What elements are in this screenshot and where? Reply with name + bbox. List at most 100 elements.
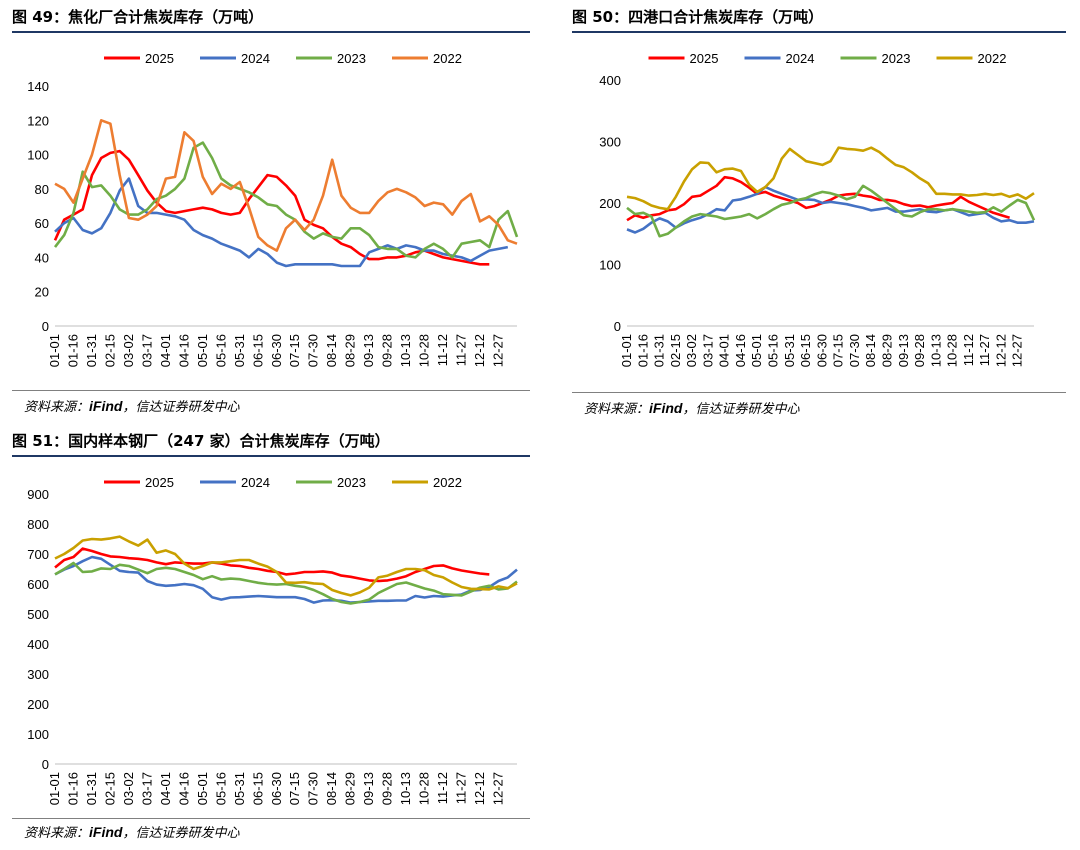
y-tick-label: 700 [27,547,49,562]
x-tick-label: 05-16 [766,334,781,367]
x-tick-label: 09-28 [380,772,395,805]
x-tick-label: 12-12 [993,334,1008,367]
x-tick-label: 05-31 [232,772,247,805]
legend-item-2022: 2022 [936,51,1007,66]
y-tick-label: 800 [27,517,49,532]
x-tick-label: 08-29 [343,334,358,367]
x-tick-label: 05-31 [232,334,247,367]
y-tick-label: 600 [27,577,49,592]
series-line-2025 [626,175,1010,222]
figure-50-panel: 图 50：四港口合计焦炭库存（万吨） 0 100 200 300 400 01-01 01-… [572,6,1066,418]
legend-label: 2025 [690,51,719,66]
legend-item-2025: 2025 [104,475,174,490]
source-label: 资料来源： [24,826,90,841]
figure-49-chart: 0 20 40 60 80 100 120 140 01-01 01-16 01-31 02-15 03… [27,51,519,367]
x-tick-label: 10-13 [398,772,413,805]
legend-label: 2022 [978,51,1007,66]
x-tick-label: 04-16 [176,334,191,367]
x-tick-label: 07-30 [306,772,321,805]
x-tick-label: 08-29 [343,772,358,805]
legend-label: 2023 [337,51,366,66]
legend-label: 2023 [337,475,366,490]
source-provider: iFind [649,400,683,416]
figure-51-panel: 图 51：国内样本钢厂（247 家）合计焦炭库存（万吨） 0 100 200 300 4… [12,430,530,846]
figure-49-title-rule [12,31,530,33]
series-line-2024 [54,177,509,268]
figure-49-panel: 图 49：焦化厂合计焦炭库存（万吨） 0 20 40 60 80 100 120 140 01-… [12,6,530,418]
legend-label: 2024 [241,51,270,66]
legend-label: 2025 [145,475,174,490]
x-tick-label: 11-12 [961,334,976,366]
x-tick-label: 04-01 [717,334,732,367]
series-line-2022 [54,119,518,252]
y-tick-label: 200 [599,196,621,211]
source-provider: iFind [89,398,123,414]
x-tick-label: 08-14 [324,334,339,367]
x-tick-label: 07-30 [306,334,321,367]
y-tick-label: 200 [27,697,49,712]
x-tick-label: 05-01 [195,772,210,805]
x-tick-label: 09-28 [380,334,395,367]
x-tick-label: 11-27 [454,772,469,804]
x-tick-label: 01-16 [65,772,80,805]
y-tick-label: 120 [27,113,49,128]
series-line-2023 [53,141,519,259]
y-tick-label: 900 [27,487,49,502]
x-tick-label: 08-29 [879,334,894,367]
series-line-2022 [626,146,1035,211]
figure-51-source: 资料来源：iFind，信达证券研发中心 [24,822,239,841]
x-tick-label: 05-31 [782,334,797,367]
x-tick-label: 12-12 [472,334,487,367]
x-tick-label: 03-17 [139,772,154,805]
x-tick-label: 12-12 [472,772,487,805]
legend-item-2024: 2024 [200,475,270,490]
series-line-2023 [626,184,1036,238]
figure-50-title: 图 50：四港口合计焦炭库存（万吨） [572,8,824,26]
x-tick-label: 11-27 [454,334,469,366]
y-tick-label: 80 [35,182,49,197]
source-provider: iFind [89,824,123,840]
x-tick-label: 06-30 [269,334,284,367]
series-line-2025 [54,547,490,583]
y-tick-label: 0 [614,319,621,334]
x-tick-label: 04-16 [733,334,748,367]
source-rest: ，信达证券研发中心 [122,826,240,841]
x-tick-label: 12-27 [1010,334,1025,367]
x-tick-label: 01-31 [84,334,99,367]
figure-51-title-rule [12,455,530,457]
x-tick-label: 12-27 [491,334,506,367]
legend-label: 2022 [433,475,462,490]
x-tick-label: 10-28 [417,772,432,805]
figure-50-source-rule [572,392,1066,393]
source-rest: ，信达证券研发中心 [682,402,800,417]
figure-49-source-rule [12,390,530,391]
legend-label: 2023 [882,51,911,66]
y-tick-label: 0 [42,757,49,772]
x-tick-label: 06-30 [269,772,284,805]
x-tick-label: 10-28 [417,334,432,367]
legend-label: 2025 [145,51,174,66]
y-tick-label: 0 [42,319,49,334]
x-tick-label: 03-17 [700,334,715,367]
x-tick-label: 01-31 [652,334,667,367]
figure-51-title: 图 51：国内样本钢厂（247 家）合计焦炭库存（万吨） [12,432,390,450]
x-tick-label: 02-15 [102,334,117,367]
legend-item-2023: 2023 [296,475,366,490]
y-tick-label: 60 [35,216,49,231]
legend-label: 2024 [786,51,815,66]
x-tick-label: 11-27 [977,334,992,366]
y-tick-label: 300 [27,667,49,682]
y-tick-label: 400 [599,73,621,88]
x-tick-label: 06-15 [798,334,813,367]
x-tick-label: 11-12 [435,772,450,804]
legend-item-2024: 2024 [200,51,270,66]
legend-label: 2022 [433,51,462,66]
series-line-2025 [53,149,490,266]
x-tick-label: 08-14 [324,772,339,805]
figure-50-title-rule [572,31,1066,33]
x-tick-label: 06-30 [814,334,829,367]
x-tick-label: 05-16 [213,772,228,805]
x-tick-label: 04-16 [176,772,191,805]
x-tick-label: 03-02 [121,334,136,367]
x-tick-label: 02-15 [102,772,117,805]
